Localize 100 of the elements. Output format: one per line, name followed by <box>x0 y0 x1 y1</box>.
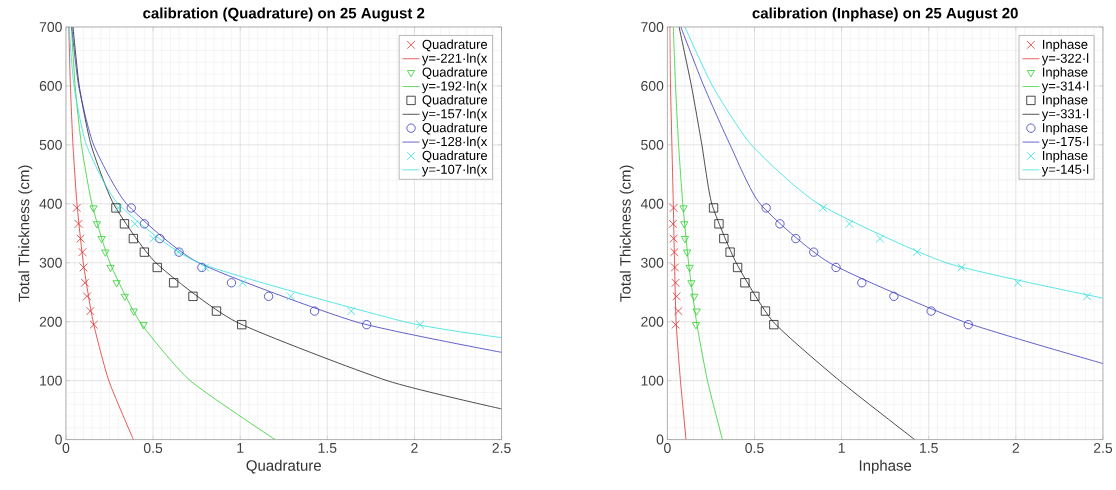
x-tick-label: 0.5 <box>143 443 163 454</box>
x-tick-label: 2 <box>411 443 418 454</box>
point <box>120 294 129 302</box>
legend-label: Quadrature <box>422 150 488 163</box>
legend-label: y=-128·ln(x <box>421 136 488 149</box>
point <box>845 219 854 229</box>
point <box>80 278 90 288</box>
point <box>714 219 724 229</box>
legend-label: Quadrature <box>422 39 488 52</box>
y-tick-label: 600 <box>39 81 62 92</box>
y-axis-title: Total Thickness (cm) <box>18 165 33 302</box>
y-tick-label: 200 <box>641 316 664 327</box>
point <box>139 219 149 229</box>
point <box>680 221 689 229</box>
y-tick-label: 0 <box>656 434 664 445</box>
y-tick-label: 300 <box>39 258 62 268</box>
point <box>760 306 771 316</box>
line-series <box>684 27 1103 299</box>
point <box>72 203 81 213</box>
point <box>128 234 138 244</box>
point <box>74 219 83 229</box>
point <box>719 234 729 244</box>
point <box>76 234 85 244</box>
x-tick-label: 1.5 <box>318 443 337 454</box>
x-tick-label: 1 <box>237 443 244 453</box>
point <box>226 278 237 288</box>
x-tick-label: 2.5 <box>1093 443 1113 454</box>
legend-label: y=-145·l <box>1041 164 1089 177</box>
point <box>139 322 148 330</box>
point <box>671 278 680 288</box>
line-series <box>678 27 916 440</box>
legend-label: y=-175·l <box>1041 136 1089 149</box>
point <box>139 247 149 257</box>
point <box>926 306 936 316</box>
point <box>670 248 679 257</box>
point <box>112 280 121 288</box>
point <box>126 203 136 213</box>
legend-label: Quadrature <box>422 95 488 108</box>
y-tick-label: 0 <box>55 434 62 445</box>
y-tick-label: 100 <box>641 375 664 386</box>
point <box>78 248 87 257</box>
y-tick-label: 100 <box>40 375 62 386</box>
point <box>671 320 680 330</box>
point <box>687 280 696 288</box>
legend-label: Quadrature <box>422 67 488 80</box>
line-series <box>680 27 1103 365</box>
point <box>750 291 760 302</box>
point <box>680 236 690 244</box>
point <box>347 307 356 316</box>
point <box>149 234 158 244</box>
legend-label: y=-314·l <box>1041 81 1089 94</box>
point <box>415 320 425 330</box>
point <box>237 320 247 330</box>
point <box>733 263 743 273</box>
point <box>775 219 785 229</box>
point <box>152 263 162 273</box>
point <box>912 248 922 257</box>
point <box>89 320 99 330</box>
point <box>889 291 899 302</box>
point <box>211 306 222 316</box>
line-series <box>68 27 134 440</box>
y-tick-label: 500 <box>39 140 62 151</box>
point <box>309 306 320 316</box>
chart-title: calibration (Inphase) on 25 August 20 <box>752 7 1018 22</box>
x-axis-title: Inphase <box>859 460 912 475</box>
y-tick-label: 700 <box>641 22 664 33</box>
point <box>82 292 92 301</box>
legend-label: Inphase <box>1042 150 1088 163</box>
point <box>690 294 699 302</box>
y-axis-title: Total Thickness (cm) <box>619 165 634 302</box>
point <box>769 320 779 330</box>
legend-label: Inphase <box>1042 67 1088 80</box>
point <box>740 278 750 288</box>
legend-label: Inphase <box>1042 39 1088 52</box>
point <box>79 263 88 272</box>
point <box>106 265 115 273</box>
point <box>97 236 106 244</box>
point <box>238 278 247 288</box>
legend-label: y=-192·ln(x <box>421 81 488 94</box>
x-tick-label: 0 <box>664 443 671 454</box>
legend-label: y=-157·ln(x <box>421 109 488 122</box>
point <box>857 278 867 288</box>
point <box>669 234 678 244</box>
point <box>679 205 688 213</box>
point <box>685 265 694 273</box>
x-tick-label: 0.5 <box>745 443 764 454</box>
legend-label: Quadrature <box>422 122 488 135</box>
point <box>818 203 828 213</box>
x-tick-label: 2 <box>1012 443 1020 454</box>
y-tick-label: 400 <box>39 199 62 209</box>
y-tick-label: 400 <box>640 199 664 209</box>
point <box>1013 278 1023 288</box>
point <box>668 219 678 229</box>
point <box>263 291 274 302</box>
legend-label: y=-107·ln(x <box>421 164 488 177</box>
point <box>101 249 110 257</box>
point <box>286 292 295 301</box>
point <box>669 203 678 213</box>
point <box>1082 292 1092 301</box>
point <box>957 263 966 272</box>
